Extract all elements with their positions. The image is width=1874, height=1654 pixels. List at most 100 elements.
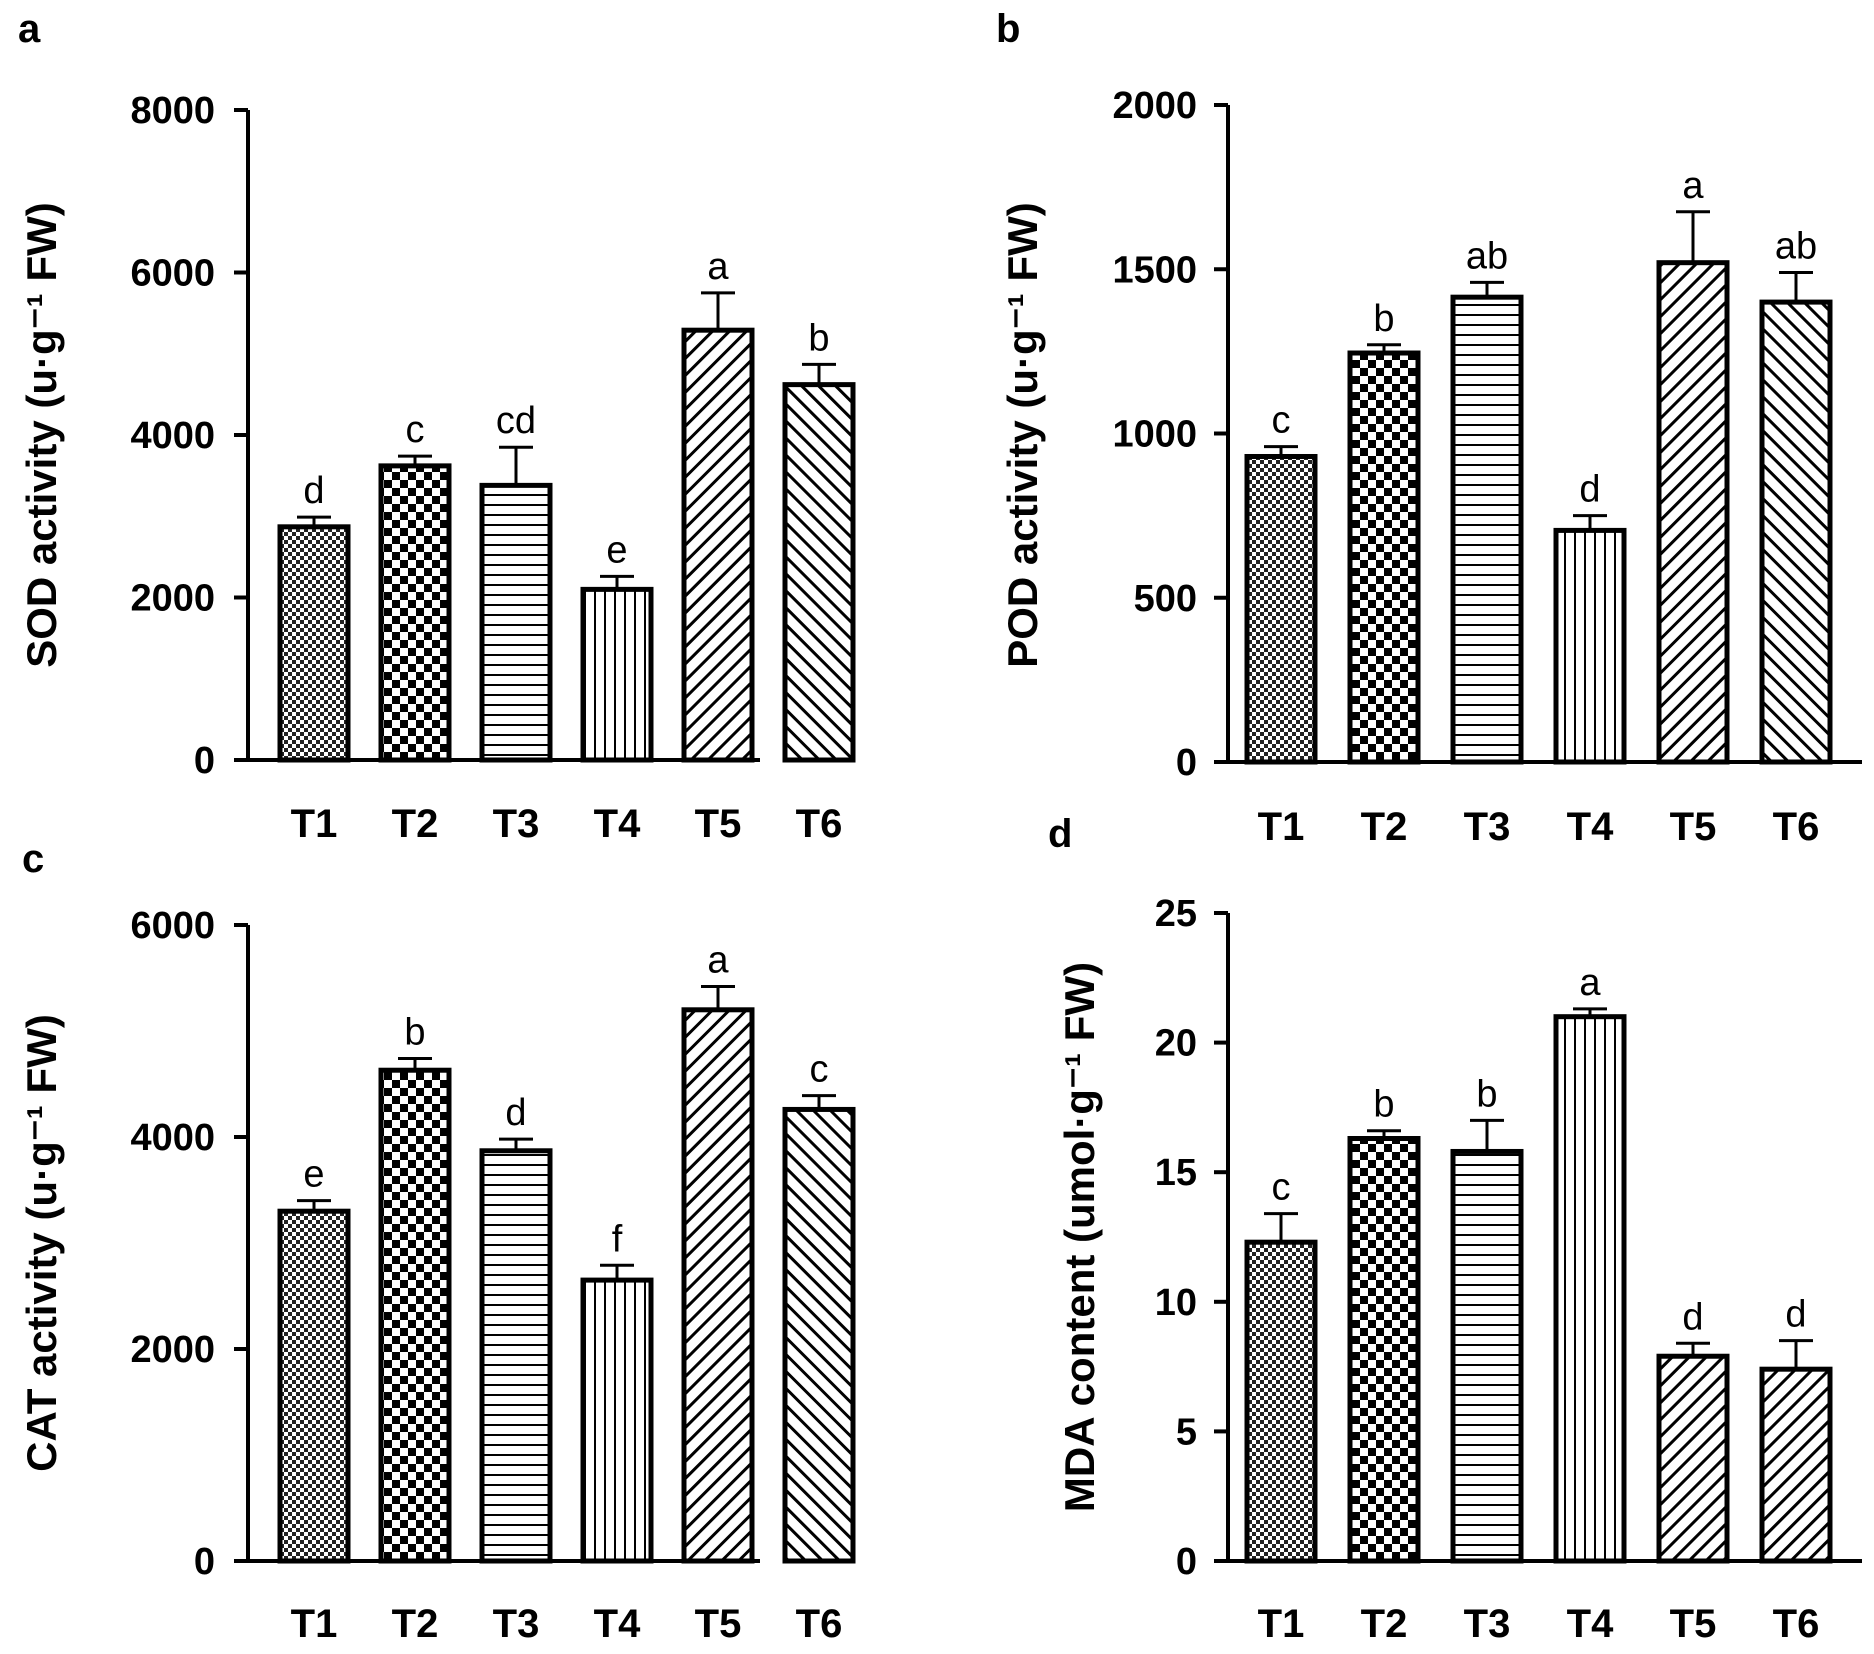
bar-t4 — [580, 1277, 654, 1564]
significance-label: e — [303, 1154, 324, 1196]
x-tick-label: T6 — [796, 1602, 843, 1646]
y-tick-label: 2000 — [130, 1329, 215, 1371]
bar-t1 — [1244, 453, 1318, 765]
bar-t3 — [479, 482, 553, 763]
y-tick-label: 1500 — [1112, 249, 1197, 291]
bar-t5 — [1656, 1353, 1730, 1564]
x-tick-label: T4 — [1567, 805, 1614, 849]
significance-label: e — [606, 529, 627, 571]
y-tick-label: 15 — [1155, 1152, 1197, 1194]
panel-a-sod-chart: 0 2000 4000 6000 8000 SOD activity (u·g⁻¹ FW)… — [18, 90, 856, 846]
x-tick-label: T6 — [1773, 805, 1820, 849]
significance-label: a — [1579, 962, 1601, 1004]
significance-label: c — [810, 1049, 829, 1091]
y-axis-title: MDA content (umol·g⁻¹ FW) — [1056, 962, 1103, 1512]
bar-t2 — [378, 463, 452, 763]
x-tick-label: T1 — [291, 1602, 338, 1646]
panel-c-cat-chart: 0 2000 4000 6000 CAT activity (u·g⁻¹ FW) e T1 b… — [18, 905, 856, 1646]
y-tick-label: 25 — [1155, 893, 1197, 935]
x-tick-label: T2 — [392, 802, 439, 846]
bar-t2 — [378, 1067, 452, 1564]
bar-t6 — [1759, 299, 1833, 765]
significance-label: f — [612, 1218, 623, 1260]
y-tick-label: 10 — [1155, 1282, 1197, 1324]
x-tick-label: T4 — [594, 802, 641, 846]
panel-letter-a: a — [18, 7, 41, 51]
bar-t1 — [277, 524, 351, 763]
y-tick-label: 0 — [194, 1541, 215, 1583]
x-tick-label: T3 — [1464, 1602, 1511, 1646]
y-tick-label: 4000 — [130, 415, 215, 457]
x-tick-label: T3 — [493, 1602, 540, 1646]
panel-letter-d: d — [1048, 812, 1072, 856]
bar-t6 — [1759, 1366, 1833, 1564]
significance-label: a — [707, 939, 729, 981]
x-tick-label: T5 — [1670, 805, 1717, 849]
y-axis-title: CAT activity (u·g⁻¹ FW) — [18, 1014, 65, 1472]
bar-t3 — [479, 1148, 553, 1564]
significance-label: ab — [1775, 226, 1817, 268]
significance-label: ab — [1466, 235, 1508, 277]
bar-t3 — [1450, 1148, 1524, 1564]
significance-label: d — [1579, 469, 1600, 511]
bar-t4 — [1553, 1014, 1627, 1564]
significance-label: b — [1373, 298, 1394, 340]
y-tick-label: 20 — [1155, 1023, 1197, 1065]
x-tick-label: T3 — [1464, 805, 1511, 849]
y-tick-label: 500 — [1134, 578, 1197, 620]
significance-label: b — [1373, 1084, 1394, 1126]
y-tick-label: 4000 — [130, 1117, 215, 1159]
y-tick-label: 2000 — [1112, 85, 1197, 127]
y-tick-label: 8000 — [130, 90, 215, 132]
panel-b-pod-chart: 0 500 1000 1500 2000 POD activity (u·g⁻¹ FW) c… — [999, 85, 1862, 849]
y-tick-label: 2000 — [130, 578, 215, 620]
significance-label: d — [303, 470, 324, 512]
x-tick-label: T2 — [1361, 805, 1408, 849]
significance-label: a — [1682, 165, 1704, 207]
x-tick-label: T4 — [594, 1602, 641, 1646]
x-tick-label: T3 — [493, 802, 540, 846]
y-tick-label: 1000 — [1112, 414, 1197, 456]
x-tick-label: T4 — [1567, 1602, 1614, 1646]
panel-letter-b: b — [996, 7, 1020, 51]
significance-label: d — [1682, 1296, 1703, 1338]
bar-t1 — [1244, 1239, 1318, 1564]
y-tick-label: 5 — [1176, 1411, 1197, 1453]
y-tick-label: 6000 — [130, 253, 215, 295]
panel-letter-c: c — [22, 837, 44, 881]
significance-label: a — [707, 246, 729, 288]
significance-label: b — [1476, 1073, 1497, 1115]
significance-label: d — [505, 1092, 526, 1134]
x-tick-label: T1 — [291, 802, 338, 846]
y-tick-label: 0 — [194, 740, 215, 782]
x-tick-label: T6 — [796, 802, 843, 846]
significance-label: cd — [496, 400, 536, 442]
bar-t1 — [277, 1208, 351, 1564]
x-tick-label: T5 — [695, 802, 742, 846]
x-tick-label: T2 — [392, 1602, 439, 1646]
significance-label: c — [406, 409, 425, 451]
y-axis-title: SOD activity (u·g⁻¹ FW) — [18, 202, 65, 668]
x-tick-label: T6 — [1773, 1602, 1820, 1646]
x-tick-label: T1 — [1258, 805, 1305, 849]
significance-label: b — [404, 1012, 425, 1054]
bar-t4 — [1553, 527, 1627, 765]
y-axis-title: POD activity (u·g⁻¹ FW) — [999, 202, 1046, 668]
panel-d-mda-chart: 0 5 10 15 20 25 MDA content (umol·g⁻¹ FW) c T1 b T… — [1056, 893, 1862, 1646]
x-tick-label: T2 — [1361, 1602, 1408, 1646]
significance-label: d — [1785, 1294, 1806, 1336]
x-tick-label: T5 — [695, 1602, 742, 1646]
bar-t2 — [1347, 350, 1421, 765]
bar-t5 — [681, 327, 755, 763]
significance-label: c — [1272, 400, 1291, 442]
bar-t5 — [1656, 260, 1730, 765]
bar-t2 — [1347, 1136, 1421, 1564]
y-tick-label: 6000 — [130, 905, 215, 947]
bar-t4 — [580, 586, 654, 763]
y-tick-label: 0 — [1176, 1541, 1197, 1583]
bar-t6 — [782, 382, 856, 763]
bar-t5 — [681, 1007, 755, 1564]
bar-t3 — [1450, 294, 1524, 765]
